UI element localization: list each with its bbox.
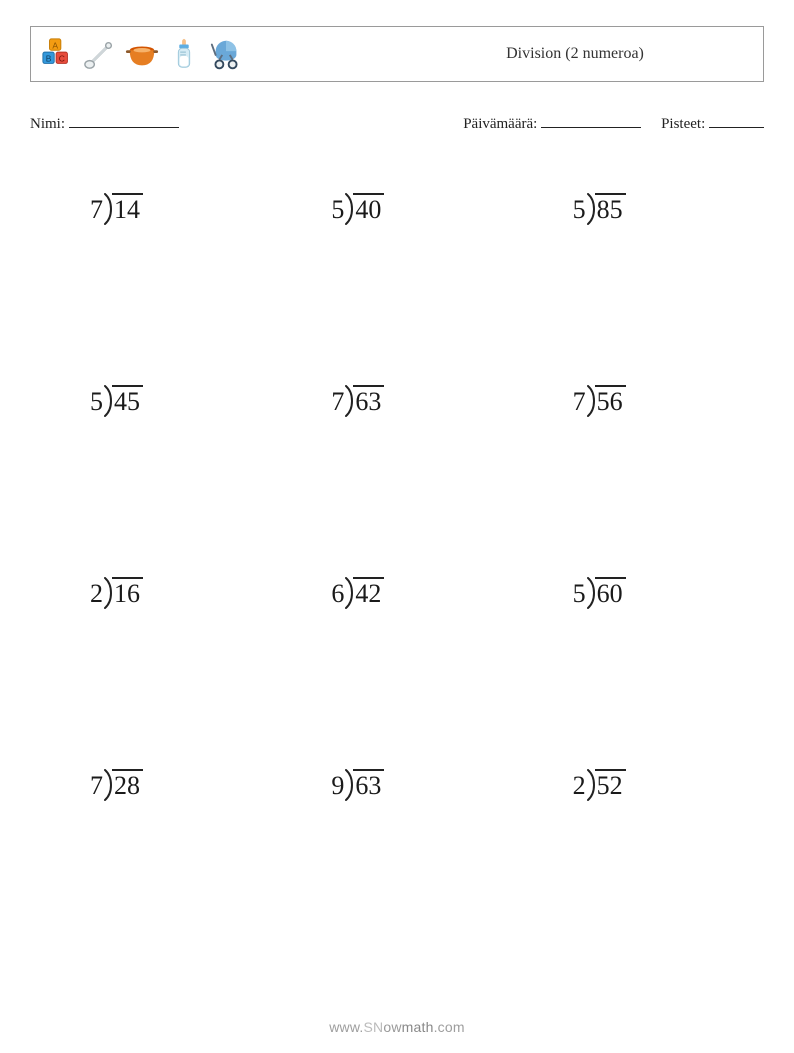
score-blank[interactable] <box>709 112 764 128</box>
division-expression: 728 <box>90 769 143 801</box>
header-banner: A B C <box>30 26 764 82</box>
worksheet-title: Division (2 numeroa) <box>397 27 753 81</box>
problem-6: 756 <box>523 385 754 417</box>
division-expression: 216 <box>90 577 143 609</box>
problem-8: 642 <box>281 577 512 609</box>
footer-mid1: sn <box>364 1019 384 1035</box>
problem-5: 763 <box>281 385 512 417</box>
problem-1: 714 <box>40 193 271 225</box>
safety-pin-icon <box>83 36 117 72</box>
problem-10: 728 <box>40 769 271 801</box>
division-expression: 963 <box>331 769 384 801</box>
problem-3: 585 <box>523 193 754 225</box>
division-expression: 560 <box>573 577 626 609</box>
division-expression: 545 <box>90 385 143 417</box>
problem-12: 252 <box>523 769 754 801</box>
score-label: Pisteet: <box>661 116 705 132</box>
pot-icon <box>125 36 159 72</box>
problem-4: 545 <box>40 385 271 417</box>
footer: www.snowmath.com <box>0 1019 794 1035</box>
name-field: Nimi: <box>30 112 397 133</box>
svg-text:A: A <box>52 40 58 50</box>
name-blank[interactable] <box>69 112 179 128</box>
problem-7: 216 <box>40 577 271 609</box>
problems-grid: 714 540 585 545 763 756 216 642 560 728 963 252 <box>30 193 764 801</box>
problem-9: 560 <box>523 577 754 609</box>
division-expression: 714 <box>90 193 143 225</box>
division-expression: 642 <box>331 577 384 609</box>
division-expression: 763 <box>331 385 384 417</box>
footer-mid2: ow <box>383 1019 401 1035</box>
division-expression: 756 <box>573 385 626 417</box>
score-field: Pisteet: <box>661 112 764 133</box>
worksheet-page: A B C <box>0 0 794 1053</box>
problem-11: 963 <box>281 769 512 801</box>
date-field: Päivämäärä: <box>463 112 641 133</box>
name-label: Nimi: <box>30 116 65 132</box>
problem-2: 540 <box>281 193 512 225</box>
bottle-icon <box>167 36 201 72</box>
division-expression: 252 <box>573 769 626 801</box>
stroller-icon <box>209 36 243 72</box>
division-expression: 540 <box>331 193 384 225</box>
footer-prefix: www. <box>329 1019 363 1035</box>
footer-mid3: math <box>402 1019 434 1035</box>
division-expression: 585 <box>573 193 626 225</box>
date-label: Päivämäärä: <box>463 116 537 132</box>
header-icons: A B C <box>41 36 243 72</box>
svg-text:B: B <box>46 54 52 64</box>
svg-text:C: C <box>59 54 65 64</box>
blocks-icon: A B C <box>41 36 75 72</box>
date-blank[interactable] <box>541 112 641 128</box>
info-row: Nimi: Päivämäärä: Pisteet: <box>30 112 764 133</box>
footer-suffix: .com <box>434 1019 465 1035</box>
